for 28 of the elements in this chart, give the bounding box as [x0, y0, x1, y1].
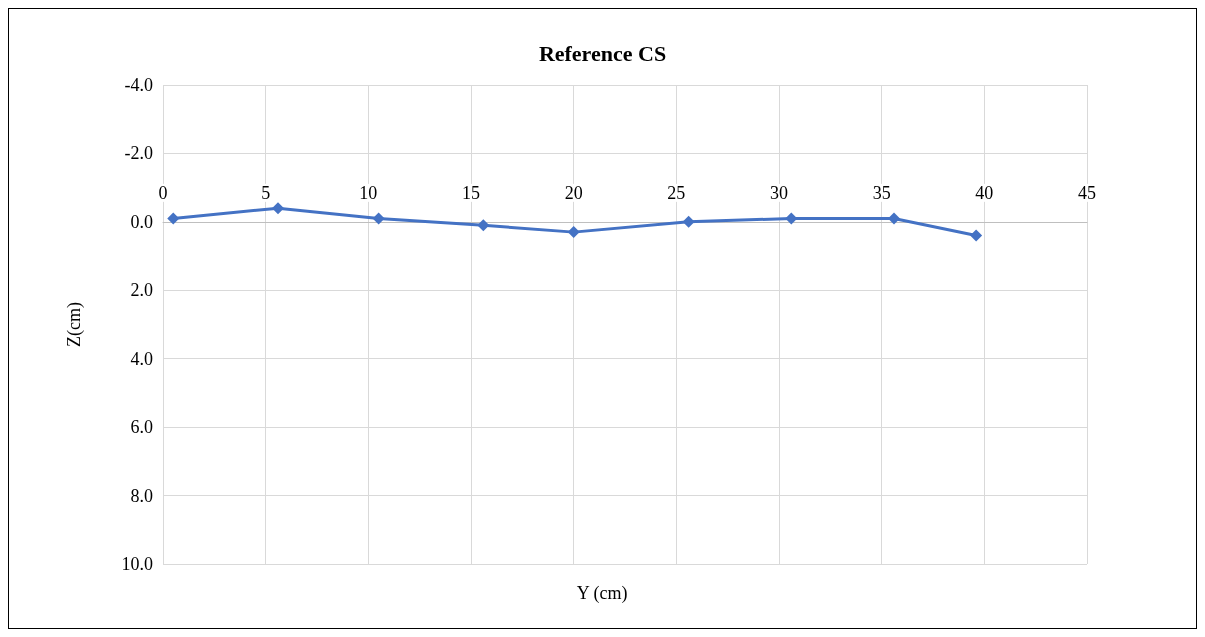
x-axis-title: Y (cm) — [576, 583, 628, 604]
chart-title: Reference CS — [538, 40, 667, 66]
y-tick-label: 8.0 — [130, 485, 153, 506]
x-tick-label: 45 — [1078, 182, 1096, 203]
point — [477, 219, 490, 232]
y-tick-label: 6.0 — [130, 417, 153, 438]
x-tick-label: 30 — [770, 182, 788, 203]
y-tick-label: 4.0 — [130, 348, 153, 369]
y-tick-label: 10.0 — [121, 554, 153, 574]
x-tick-label: 0 — [158, 182, 168, 203]
point — [167, 212, 180, 225]
point — [682, 215, 695, 228]
x-tick-label: 10 — [359, 182, 378, 203]
x-tick-label: 25 — [667, 182, 686, 203]
x-tick-label: 5 — [261, 182, 271, 203]
x-tick-label: 15 — [462, 182, 480, 203]
x-tick-label: 20 — [564, 182, 583, 203]
y-tick-label: 2.0 — [130, 280, 153, 301]
y-tick-label: 0.0 — [130, 211, 153, 232]
point — [271, 202, 284, 215]
y-tick-label: -2.0 — [124, 143, 153, 164]
x-tick-label: 35 — [872, 182, 891, 203]
y-tick-label: -4.0 — [124, 75, 153, 95]
point — [567, 226, 580, 239]
point — [970, 229, 983, 242]
y-axis-title: Z(cm) — [64, 302, 85, 347]
x-tick-label: 40 — [975, 182, 994, 203]
point — [372, 212, 385, 225]
